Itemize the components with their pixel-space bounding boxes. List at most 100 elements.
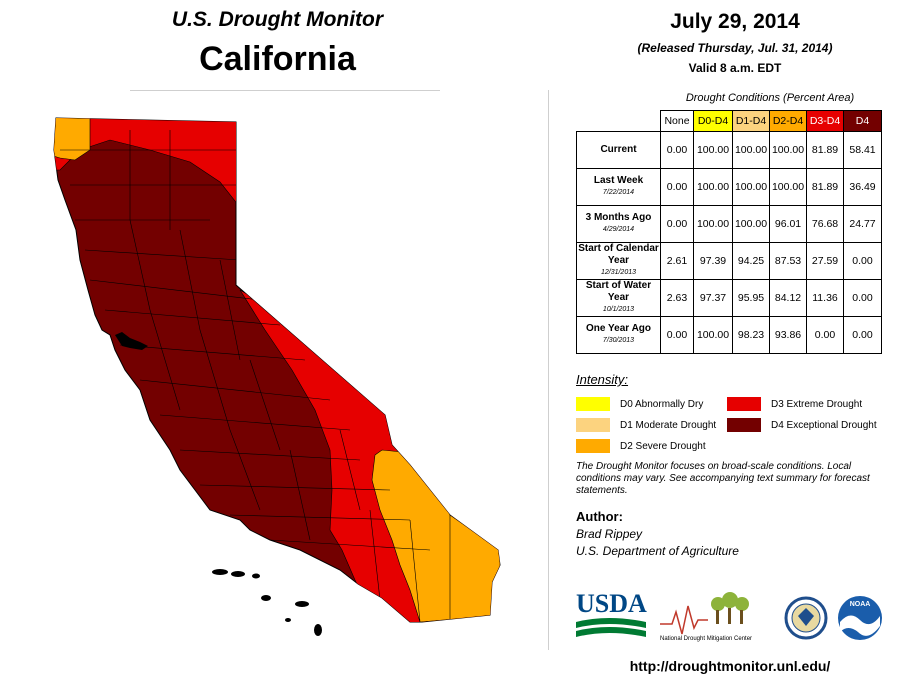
row-label: One Year Ago 7/30/2013 — [576, 316, 661, 354]
table-row: Start of Calendar Year 12/31/2013 2.61 97.3… — [576, 242, 882, 280]
table-cell: 100.00 — [693, 131, 733, 169]
table-row: 3 Months Ago 4/29/2014 0.00 100.00 100.00 96.… — [576, 205, 882, 243]
table-cell: 0.00 — [660, 168, 694, 206]
col-d0-d4: D0-D4 — [693, 110, 733, 132]
row-label: Current — [576, 131, 661, 169]
drought-conditions-table: None D0-D4 D1-D4 D2-D4 D3-D4 D4 Current 0… — [576, 110, 882, 354]
map-svg — [53, 117, 501, 636]
table-cell: 0.00 — [660, 316, 694, 354]
ndmc-tree-2 — [722, 592, 738, 608]
island-7 — [314, 624, 322, 636]
usda-logo: USDA — [576, 589, 647, 637]
row-label-text: 3 Months Ago — [585, 212, 652, 223]
legend-item-d2: D2 Severe Drought — [576, 439, 706, 453]
disclaimer-note: The Drought Monitor focuses on broad-sca… — [576, 461, 870, 496]
col-d1-d4: D1-D4 — [732, 110, 770, 132]
legend-item-d0: D0 Abnormally Dry — [576, 397, 703, 411]
table-cell: 97.37 — [693, 279, 733, 317]
table-cell: 11.36 — [806, 279, 844, 317]
author-heading: Author: — [576, 509, 623, 524]
ndmc-trunk-3 — [740, 610, 743, 624]
table-cell: 58.41 — [843, 131, 882, 169]
usda-swoosh-1 — [576, 618, 646, 628]
col-d4: D4 — [843, 110, 882, 132]
table-cell: 0.00 — [806, 316, 844, 354]
ndmc-trunk-2 — [728, 608, 731, 624]
county-lines — [60, 130, 451, 622]
drought-monitor-url[interactable]: http://droughtmonitor.unl.edu/ — [629, 658, 831, 674]
table-cell: 93.86 — [769, 316, 807, 354]
partner-logos: USDA National Drought Mitigation Center … — [568, 582, 888, 652]
table-row: Last Week 7/22/2014 0.00 100.00 100.00 100.00… — [576, 168, 882, 206]
island-3 — [252, 573, 260, 579]
table-cell: 98.23 — [732, 316, 770, 354]
row-label-text: Current — [600, 144, 637, 155]
legend-swatch-d1 — [576, 418, 610, 432]
table-cell: 84.12 — [769, 279, 807, 317]
legend-swatch-d3 — [727, 397, 761, 411]
row-sublabel: 7/30/2013 — [602, 337, 635, 344]
table-cell: 0.00 — [843, 279, 882, 317]
table-cell: 0.00 — [843, 316, 882, 354]
col-d3-d4: D3-D4 — [806, 110, 844, 132]
table-cell: 0.00 — [843, 242, 882, 280]
table-row: Start of Water Year 10/1/2013 2.63 97.37 95.… — [576, 279, 882, 317]
table-cell: 100.00 — [769, 168, 807, 206]
row-label-text: One Year Ago — [585, 323, 652, 334]
table-row: Current 0.00 100.00 100.00 100.00 81.89 58.41 — [576, 131, 882, 169]
zone-d2-northwest — [54, 118, 91, 161]
ndmc-tree-3 — [735, 597, 749, 611]
row-label: 3 Months Ago 4/29/2014 — [576, 205, 661, 243]
legend-label-d1: D1 Moderate Drought — [620, 419, 717, 431]
table-cell: 95.95 — [732, 279, 770, 317]
table-cell: 2.61 — [660, 242, 694, 280]
row-label-text: Start of Calendar Year — [578, 243, 659, 266]
table-cell: 81.89 — [806, 131, 844, 169]
table-row: One Year Ago 7/30/2013 0.00 100.00 98.23 93.8… — [576, 316, 882, 354]
san-francisco-bay — [115, 332, 148, 350]
table-cell: 87.53 — [769, 242, 807, 280]
table-caption: Drought Conditions (Percent Area) — [685, 92, 855, 104]
title-divider — [130, 90, 440, 91]
noaa-logo: NOAA — [838, 596, 882, 640]
table-cell: 94.25 — [732, 242, 770, 280]
legend-label-d2: D2 Severe Drought — [620, 440, 706, 452]
ndmc-text: National Drought Mitigation Center — [660, 636, 752, 642]
usda-logo-text: USDA — [576, 589, 647, 618]
col-none: None — [660, 110, 694, 132]
commerce-seal — [784, 596, 828, 640]
table-cell: 24.77 — [843, 205, 882, 243]
row-sublabel: 12/31/2013 — [600, 269, 637, 276]
map-title: U.S. Drought Monitor — [171, 8, 384, 31]
island-2 — [231, 571, 245, 577]
row-label: Last Week 7/22/2014 — [576, 168, 661, 206]
island-4 — [261, 595, 271, 601]
usda-swoosh-2 — [576, 627, 646, 637]
seal-eagle — [798, 608, 814, 626]
row-label: Start of Calendar Year 12/31/2013 — [576, 242, 661, 280]
noaa-gull — [840, 615, 880, 636]
col-d2-d4: D2-D4 — [769, 110, 807, 132]
row-sublabel: 4/29/2014 — [602, 226, 635, 233]
author-name: Brad Rippey — [576, 527, 643, 541]
legend-item-d4: D4 Exceptional Drought — [727, 418, 877, 432]
ndmc-trunk-1 — [716, 610, 719, 624]
logos-svg: USDA National Drought Mitigation Center … — [576, 589, 882, 642]
author-org: U.S. Department of Agriculture — [576, 544, 739, 558]
legend-label-d3: D3 Extreme Drought — [771, 398, 863, 410]
table-cell: 100.00 — [693, 168, 733, 206]
table-cell: 81.89 — [806, 168, 844, 206]
row-label-text: Start of Water Year — [585, 280, 652, 303]
legend-swatch-d2 — [576, 439, 610, 453]
legend-label-d4: D4 Exceptional Drought — [771, 419, 877, 431]
table-cell: 100.00 — [732, 168, 770, 206]
table-cell: 100.00 — [732, 131, 770, 169]
region-title: California — [199, 40, 356, 78]
table-cell: 96.01 — [769, 205, 807, 243]
row-sublabel: 7/22/2014 — [602, 189, 635, 196]
legend-item-d1: D1 Moderate Drought — [576, 418, 716, 432]
table-cell: 100.00 — [732, 205, 770, 243]
legend-swatch-d0 — [576, 397, 610, 411]
row-sublabel: 10/1/2013 — [602, 306, 635, 313]
ndmc-wave — [660, 605, 708, 635]
